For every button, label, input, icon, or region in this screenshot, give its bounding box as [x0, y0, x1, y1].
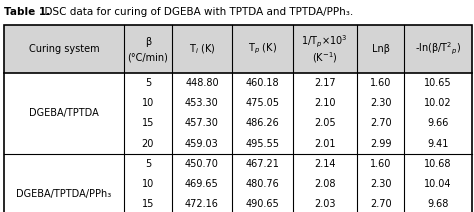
- Text: 2.14: 2.14: [314, 159, 336, 169]
- Text: 2.99: 2.99: [370, 139, 392, 149]
- Text: 475.05: 475.05: [246, 98, 279, 108]
- Text: T$_p$ (K): T$_p$ (K): [248, 42, 277, 56]
- Text: 10: 10: [142, 179, 154, 189]
- Text: 9.41: 9.41: [428, 139, 449, 149]
- Text: Table 1.: Table 1.: [4, 7, 50, 17]
- Text: 448.80: 448.80: [185, 78, 219, 88]
- Text: DGEBA/TPTDA: DGEBA/TPTDA: [29, 108, 99, 119]
- Text: 20: 20: [142, 139, 154, 149]
- Text: 10.68: 10.68: [424, 159, 452, 169]
- Text: 450.70: 450.70: [185, 159, 219, 169]
- Text: DGEBA/TPTDA/PPh₃: DGEBA/TPTDA/PPh₃: [16, 189, 111, 199]
- Text: 2.08: 2.08: [314, 179, 336, 189]
- Text: 2.17: 2.17: [314, 78, 336, 88]
- Text: 459.03: 459.03: [185, 139, 219, 149]
- Text: 1/T$_p$×10$^3$: 1/T$_p$×10$^3$: [301, 34, 348, 50]
- Text: 2.03: 2.03: [314, 199, 336, 209]
- Text: -ln(β/T$^2$$_p$): -ln(β/T$^2$$_p$): [415, 41, 461, 57]
- Text: 5: 5: [145, 78, 151, 88]
- Text: 10.02: 10.02: [424, 98, 452, 108]
- Text: T$_i$ (K): T$_i$ (K): [189, 42, 215, 56]
- Text: 9.68: 9.68: [428, 199, 449, 209]
- Text: 2.10: 2.10: [314, 98, 336, 108]
- Text: 2.30: 2.30: [370, 98, 392, 108]
- Text: 9.66: 9.66: [428, 119, 449, 128]
- Text: 2.70: 2.70: [370, 119, 392, 128]
- Text: 495.55: 495.55: [246, 139, 279, 149]
- Text: 5: 5: [145, 159, 151, 169]
- Bar: [4, 25, 472, 73]
- Text: 457.30: 457.30: [185, 119, 219, 128]
- Text: 15: 15: [142, 199, 154, 209]
- Text: Curing system: Curing system: [28, 44, 99, 54]
- Text: 480.76: 480.76: [246, 179, 279, 189]
- Text: 2.30: 2.30: [370, 179, 392, 189]
- Text: 2.05: 2.05: [314, 119, 336, 128]
- Text: 453.30: 453.30: [185, 98, 219, 108]
- Text: 460.18: 460.18: [246, 78, 279, 88]
- Text: 1.60: 1.60: [370, 159, 392, 169]
- Text: 1.60: 1.60: [370, 78, 392, 88]
- Text: (°C/min): (°C/min): [128, 53, 168, 63]
- Text: 15: 15: [142, 119, 154, 128]
- Text: 467.21: 467.21: [246, 159, 279, 169]
- Text: 490.65: 490.65: [246, 199, 279, 209]
- Text: 2.01: 2.01: [314, 139, 336, 149]
- Text: 10: 10: [142, 98, 154, 108]
- Text: 10.04: 10.04: [424, 179, 452, 189]
- Text: (K$^{-1}$): (K$^{-1}$): [312, 50, 337, 65]
- Text: DSC data for curing of DGEBA with TPTDA and TPTDA/PPh₃.: DSC data for curing of DGEBA with TPTDA …: [38, 7, 354, 17]
- Text: 2.70: 2.70: [370, 199, 392, 209]
- Text: β: β: [145, 37, 151, 47]
- Text: 472.16: 472.16: [185, 199, 219, 209]
- Text: 469.65: 469.65: [185, 179, 219, 189]
- Text: 486.26: 486.26: [246, 119, 279, 128]
- Text: Lnβ: Lnβ: [372, 44, 390, 54]
- Text: 10.65: 10.65: [424, 78, 452, 88]
